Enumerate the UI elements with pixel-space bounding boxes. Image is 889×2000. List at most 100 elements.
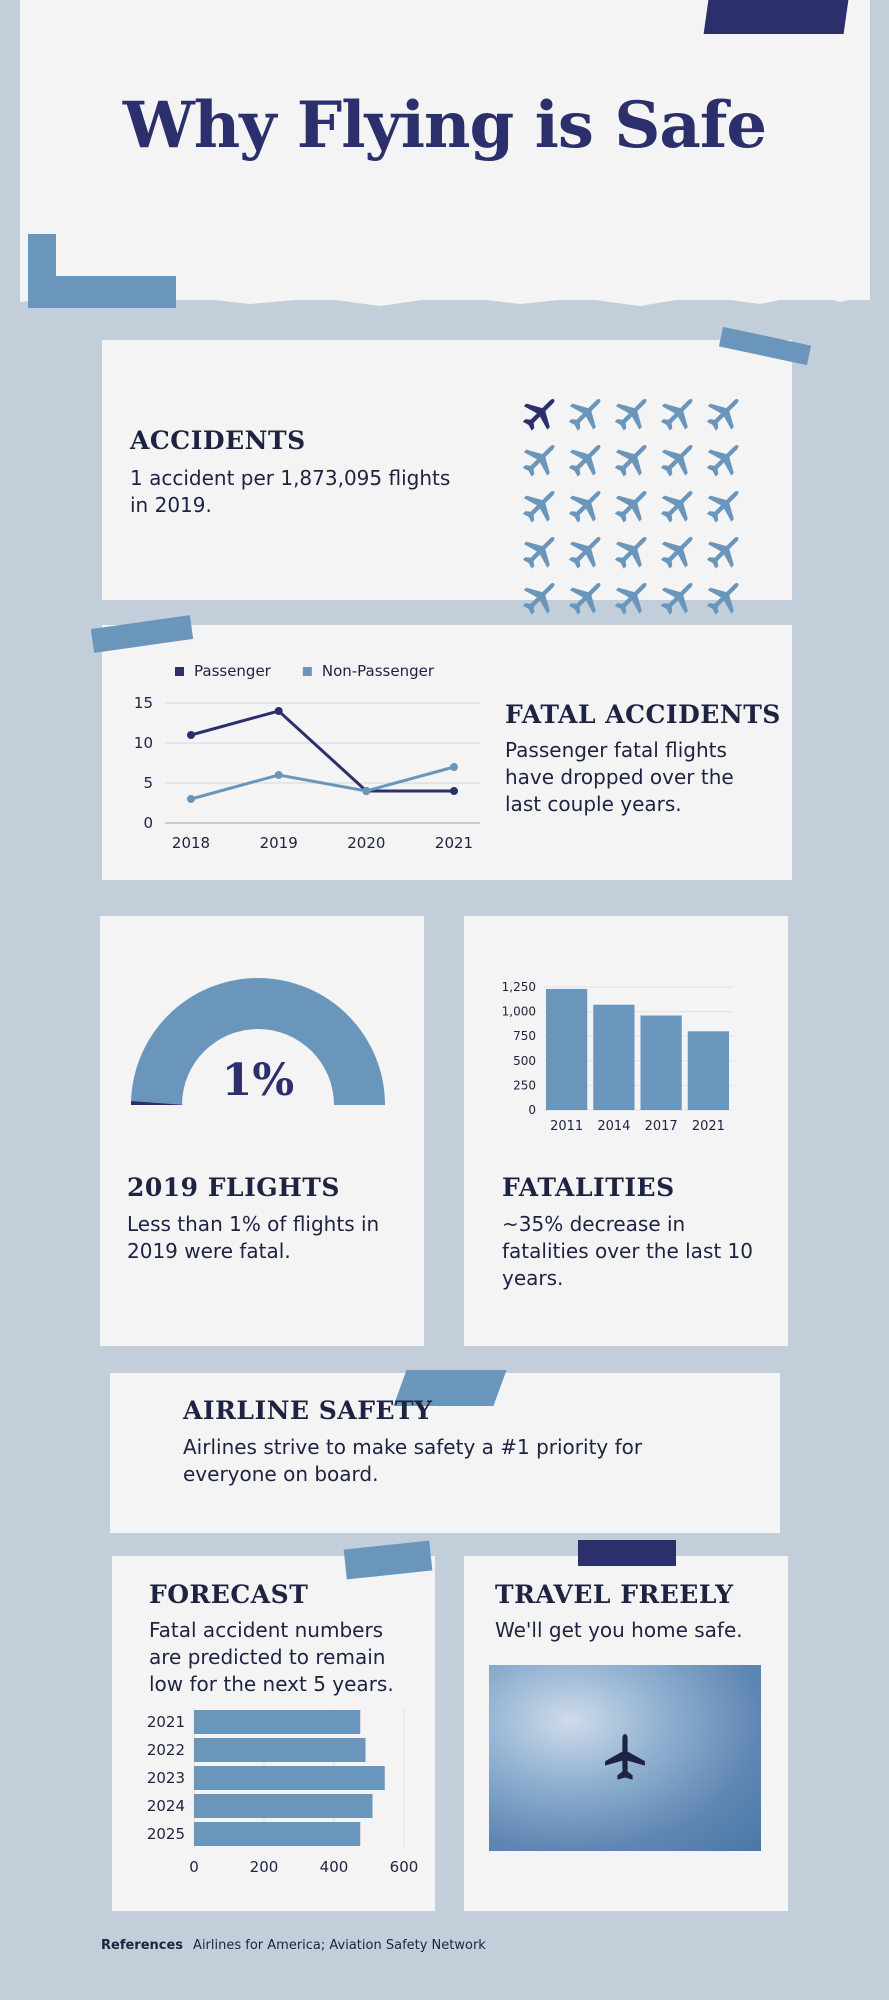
- travel-text: We'll get you home safe.: [495, 1618, 743, 1642]
- airline-safety-heading: AIRLINE SAFETY: [183, 1396, 433, 1425]
- y-tick-label: 15: [134, 694, 153, 712]
- bar: [194, 1822, 361, 1846]
- bar: [687, 1031, 729, 1110]
- travel-heading: TRAVEL FREELY: [495, 1580, 734, 1609]
- gauge-value-arc: [131, 1101, 185, 1105]
- x-tick-label: 2021: [692, 1119, 725, 1134]
- data-point: [274, 771, 283, 779]
- x-tick-label: 2019: [260, 834, 298, 852]
- data-point: [274, 707, 283, 715]
- airplane-icon: [568, 398, 601, 431]
- airplane-icon: [660, 582, 693, 615]
- data-point: [187, 795, 195, 803]
- references: References Airlines for America; Aviation…: [101, 1938, 486, 1953]
- data-point: [450, 787, 458, 795]
- airplane-icon-grid: [522, 398, 739, 615]
- airplane-icon: [522, 536, 555, 569]
- airplane-icon: [660, 536, 693, 569]
- airplane-icon: [706, 582, 739, 615]
- forecast-heading: FORECAST: [149, 1580, 309, 1609]
- accidents-heading: ACCIDENTS: [130, 426, 306, 455]
- bar: [640, 1015, 682, 1110]
- bar: [194, 1794, 373, 1818]
- references-label: References: [101, 1938, 184, 1953]
- page-title: Why Flying is Safe: [122, 88, 767, 163]
- legend-swatch: [302, 667, 312, 676]
- fatalities-heading: FATALITIES: [502, 1173, 675, 1202]
- tape-travel: [578, 1540, 676, 1566]
- x-tick-label: 2018: [172, 834, 210, 852]
- flights-2019-heading: 2019 FLIGHTS: [127, 1173, 340, 1202]
- flights-gauge: 1%: [131, 978, 385, 1106]
- forecast-text: Fatal accident numbers are predicted to …: [149, 1618, 394, 1696]
- airplane-icon: [660, 398, 693, 431]
- x-tick-label: 2017: [645, 1119, 678, 1134]
- tape-header-left-corner: [28, 234, 56, 308]
- tape-top-right: [703, 0, 849, 34]
- data-point: [187, 731, 195, 739]
- y-tick-label: 0: [143, 814, 153, 832]
- legend-label: Passenger: [194, 662, 272, 680]
- airplane-icon: [568, 582, 601, 615]
- series-line: [190, 765, 455, 801]
- bar: [593, 1004, 635, 1110]
- fatal-accidents-line-chart: 0 5 10 15 2018 2019 2020 2021 Passenger Non-Passe…: [134, 662, 480, 852]
- x-tick-label: 2021: [435, 834, 473, 852]
- x-tick-label: 2014: [597, 1119, 630, 1134]
- bar: [194, 1710, 361, 1734]
- airplane-icon: [568, 536, 601, 569]
- y-tick-label: 750: [513, 1029, 536, 1043]
- accidents-text: 1 accident per 1,873,095 flights in 2019…: [130, 466, 451, 517]
- flights-2019-text: Less than 1% of flights in 2019 were fat…: [127, 1212, 380, 1263]
- airplane-icon: [614, 582, 647, 615]
- forecast-bar-chart: 0 200 400 600 2021 2022 2023 2024 2025: [147, 1708, 418, 1876]
- series-line: [190, 709, 454, 793]
- airplane-icon: [522, 490, 555, 523]
- airplane-icon: [568, 490, 601, 523]
- fatal-accidents-card: [102, 625, 792, 880]
- y-tick-label: 2024: [147, 1797, 185, 1815]
- airplane-icon: [568, 444, 601, 477]
- y-tick-label: 2022: [147, 1741, 185, 1759]
- y-tick-label: 250: [513, 1078, 536, 1092]
- bar: [194, 1738, 366, 1762]
- y-tick-label: 2023: [147, 1769, 185, 1787]
- airline-safety-text: Airlines strive to make safety a #1 prio…: [183, 1435, 643, 1486]
- airplane-icon: [605, 1734, 645, 1780]
- airplane-icon: [614, 490, 647, 523]
- airplane-icon: [706, 444, 739, 477]
- airplane-icon: [522, 398, 555, 431]
- airplane-icon: [706, 536, 739, 569]
- y-tick-label: 10: [134, 734, 153, 752]
- x-tick-label: 400: [320, 1858, 349, 1876]
- airplane-icon: [522, 444, 555, 477]
- airplane-icon: [522, 582, 555, 615]
- y-tick-label: 500: [513, 1054, 536, 1068]
- bar: [194, 1766, 385, 1790]
- gauge-arc: [131, 978, 385, 1105]
- y-tick-label: 0: [528, 1103, 536, 1117]
- sky-photo: [489, 1665, 761, 1851]
- header-torn-edge: [20, 290, 870, 306]
- airplane-icon: [660, 444, 693, 477]
- data-point: [362, 787, 371, 795]
- airplane-icon: [660, 490, 693, 523]
- references-text: Airlines for America; Aviation Safety Ne…: [193, 1938, 486, 1953]
- x-tick-label: 2011: [550, 1119, 583, 1134]
- legend-label: Non-Passenger: [322, 662, 435, 680]
- airplane-icon: [614, 444, 647, 477]
- header-paper: [20, 0, 870, 300]
- data-point: [450, 763, 458, 771]
- fatalities-text: ~35% decrease in fatalities over the las…: [502, 1212, 754, 1290]
- fatalities-card: [464, 916, 788, 1346]
- fatal-accidents-text: Passenger fatal flights have dropped ove…: [505, 738, 734, 816]
- fatal-accidents-heading: FATAL ACCIDENTS: [505, 700, 781, 729]
- y-tick-label: 2021: [147, 1713, 185, 1731]
- y-tick-label: 5: [143, 774, 153, 792]
- airplane-icon: [706, 490, 739, 523]
- gauge-label: 1%: [222, 1055, 294, 1106]
- bar: [546, 988, 588, 1110]
- x-tick-label: 200: [250, 1858, 279, 1876]
- airplane-icon: [614, 398, 647, 431]
- x-tick-label: 0: [189, 1858, 199, 1876]
